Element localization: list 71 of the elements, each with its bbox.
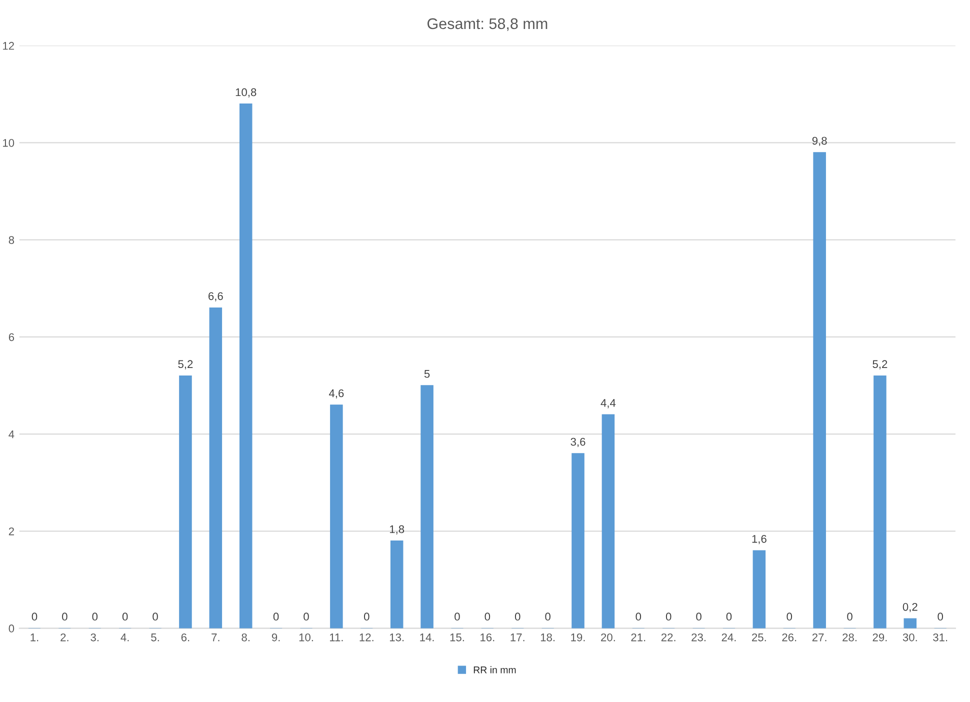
data-label: 0 bbox=[484, 612, 490, 621]
x-tick-label: 24. bbox=[722, 633, 736, 642]
y-tick-label: 6 bbox=[8, 333, 14, 342]
data-label: 0 bbox=[273, 612, 279, 621]
x-tick-label: 16. bbox=[480, 633, 494, 642]
data-label: 1,6 bbox=[752, 534, 766, 544]
y-tick-label: 12 bbox=[3, 42, 14, 50]
x-tick-label: 3. bbox=[90, 633, 99, 642]
data-label: 0 bbox=[304, 612, 309, 621]
data-label: 0,2 bbox=[902, 602, 918, 612]
data-label: 0 bbox=[696, 612, 702, 621]
x-tick-label: 4. bbox=[120, 634, 129, 642]
data-label: 0 bbox=[62, 612, 68, 621]
x-tick-label: 7. bbox=[212, 634, 220, 642]
x-tick-label: 8. bbox=[242, 633, 250, 642]
data-label: 5,2 bbox=[178, 360, 193, 370]
data-label: 4,6 bbox=[328, 389, 344, 398]
x-tick-label: 5. bbox=[151, 634, 159, 642]
x-tick-label: 29. bbox=[872, 633, 887, 642]
x-tick-label: 10. bbox=[299, 633, 313, 642]
data-label: 5 bbox=[424, 370, 430, 378]
x-tick-label: 9. bbox=[272, 633, 280, 642]
x-tick-label: 23. bbox=[692, 633, 706, 642]
x-tick-label: 6. bbox=[181, 633, 190, 642]
x-tick-label: 20. bbox=[601, 633, 615, 642]
data-label: 0 bbox=[847, 612, 852, 621]
y-tick-label: 0 bbox=[8, 624, 14, 632]
y-tick-label: 2 bbox=[8, 527, 14, 536]
data-label: 0 bbox=[666, 612, 672, 621]
x-tick-label: 2. bbox=[60, 633, 68, 642]
x-tick-label: 14. bbox=[420, 634, 434, 642]
y-tick-label: 10 bbox=[3, 139, 14, 147]
data-label: 10,8 bbox=[236, 88, 256, 98]
data-label: 1,8 bbox=[390, 525, 404, 534]
x-tick-label: 1. bbox=[30, 634, 38, 642]
data-label: 4,4 bbox=[600, 399, 616, 408]
data-label: 9,8 bbox=[812, 136, 827, 146]
x-tick-label: 11. bbox=[330, 634, 343, 642]
data-label: 6,6 bbox=[208, 292, 223, 302]
x-tick-label: 18. bbox=[540, 633, 555, 642]
x-tick-label: 17. bbox=[510, 634, 524, 642]
x-tick-label: 19. bbox=[571, 633, 585, 642]
x-tick-label: 31. bbox=[933, 633, 948, 642]
data-label: 3,6 bbox=[570, 438, 586, 448]
data-label: 0 bbox=[726, 612, 732, 621]
x-tick-label: 30. bbox=[902, 633, 917, 642]
x-tick-label: 27. bbox=[812, 633, 826, 642]
data-label: 0 bbox=[514, 612, 520, 621]
y-tick-label: 8 bbox=[8, 236, 14, 244]
data-label: 0 bbox=[545, 612, 550, 621]
x-tick-label: 15. bbox=[450, 634, 464, 642]
data-label: 0 bbox=[122, 612, 128, 621]
x-tick-label: 12. bbox=[360, 633, 374, 642]
x-tick-label: 26. bbox=[782, 633, 796, 642]
data-label: 0 bbox=[454, 612, 460, 621]
x-tick-label: 28. bbox=[842, 633, 856, 642]
data-label: 0 bbox=[152, 612, 158, 621]
legend-label: RR in mm bbox=[474, 666, 516, 674]
data-label: 5,2 bbox=[872, 360, 888, 370]
data-label: 0 bbox=[938, 612, 944, 621]
data-label: 0 bbox=[92, 612, 98, 621]
data-label: 0 bbox=[786, 612, 792, 621]
data-label: 0 bbox=[636, 612, 642, 621]
data-label: 0 bbox=[364, 612, 370, 621]
chart-title: Gesamt: 58,8 mm bbox=[427, 18, 548, 31]
x-tick-label: 22. bbox=[661, 633, 676, 642]
y-tick-label: 4 bbox=[8, 430, 14, 438]
x-tick-label: 13. bbox=[390, 633, 404, 642]
data-label: 0 bbox=[32, 612, 38, 621]
x-tick-label: 21. bbox=[631, 633, 646, 642]
x-tick-label: 25. bbox=[752, 633, 766, 642]
